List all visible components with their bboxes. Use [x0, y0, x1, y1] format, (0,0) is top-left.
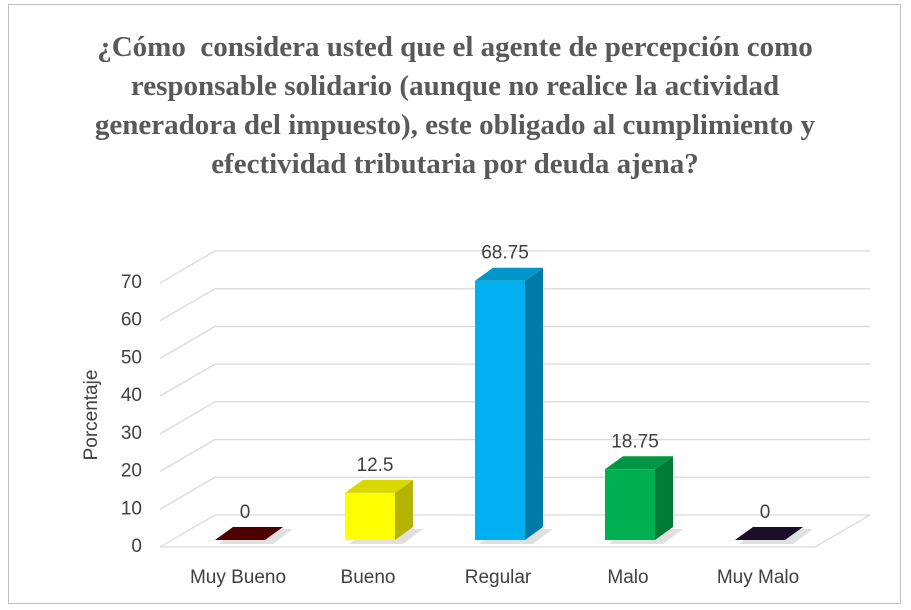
bar-front	[475, 280, 525, 540]
data-label: 68.75	[481, 243, 529, 264]
bar-top	[345, 479, 413, 493]
bar-top	[475, 267, 543, 281]
bar-top	[735, 527, 803, 540]
chart-frame	[8, 4, 901, 604]
floor	[160, 514, 871, 548]
y-tick-label: 50	[121, 347, 142, 368]
bar	[475, 267, 553, 544]
bar	[345, 479, 423, 544]
y-tick-label: 0	[131, 536, 142, 557]
grid-line	[159, 250, 870, 284]
grid-line	[159, 438, 870, 473]
y-tick-label: 70	[121, 272, 142, 293]
x-tick-label: Regular	[465, 567, 532, 588]
data-label: 18.75	[611, 431, 659, 452]
data-label: 0	[760, 502, 771, 523]
y-tick-label: 30	[121, 423, 142, 444]
bar-top	[605, 456, 673, 470]
bar-side	[655, 456, 673, 540]
data-label: 0	[240, 502, 251, 523]
x-tick-label: Muy Bueno	[190, 567, 286, 588]
y-tick-label: 40	[121, 385, 142, 406]
grid-line	[159, 363, 870, 397]
bar	[735, 527, 813, 544]
y-tick-label: 60	[121, 310, 142, 331]
y-tick-label: 20	[121, 461, 142, 482]
grid-line	[159, 401, 870, 435]
bar-side	[395, 479, 413, 540]
bar-side	[525, 267, 543, 540]
grid-line	[159, 325, 870, 359]
bar	[215, 527, 293, 544]
chart-title: ¿Cómo considera usted que el agente de p…	[94, 31, 823, 180]
y-axis-label: Porcentaje	[81, 370, 102, 461]
x-tick-label: Muy Malo	[717, 567, 799, 588]
data-label: 12.5	[357, 455, 394, 476]
bar-front	[605, 469, 655, 540]
grid-line	[159, 288, 870, 322]
y-tick-label: 10	[121, 498, 142, 519]
x-tick-label: Malo	[607, 567, 648, 588]
bar-top	[215, 527, 283, 540]
bar	[605, 456, 683, 544]
x-tick-label: Bueno	[341, 567, 396, 588]
bar-front	[345, 492, 395, 540]
